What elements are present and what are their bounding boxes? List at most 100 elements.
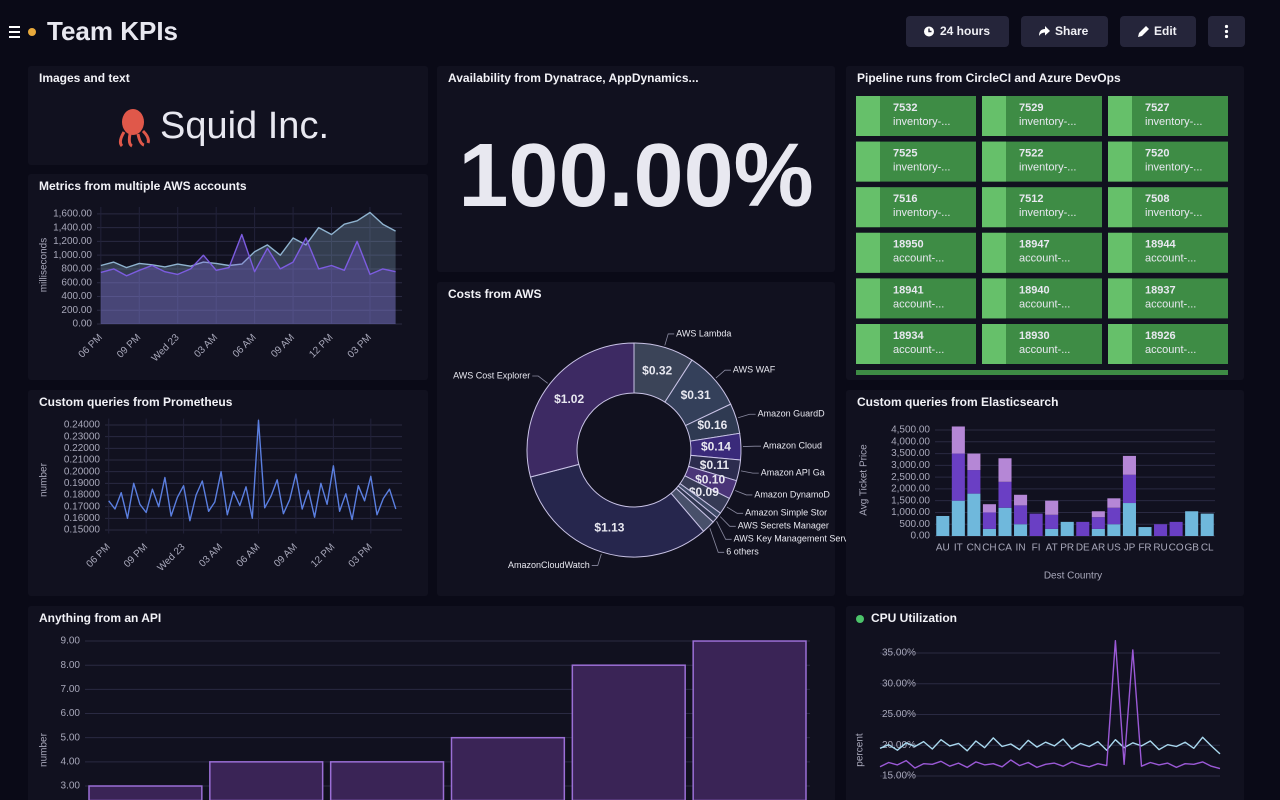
slice-value-label: $0.16 [697, 418, 727, 432]
pipeline-run[interactable]: 7532 inventory-... [856, 96, 976, 136]
bar-segment [1169, 521, 1183, 536]
bar-segment [1200, 513, 1214, 536]
pipeline-run[interactable]: 7529 inventory-... [982, 96, 1102, 136]
panel-title: Anything from an API [39, 611, 161, 625]
run-id: 18926 [1145, 330, 1176, 342]
run-name: account-... [1145, 344, 1196, 356]
bar [450, 736, 566, 800]
y-tick-label: 0.18000 [64, 490, 101, 501]
header-button[interactable]: 24 hours [906, 16, 1009, 47]
slice-label: AmazonCloudWatch [508, 560, 590, 570]
pipeline-run[interactable]: 7527 inventory-... [1108, 96, 1228, 136]
run-status [856, 324, 880, 364]
y-tick-label: 6.00 [61, 708, 81, 719]
run-status [982, 278, 1006, 319]
bar-segment [951, 426, 965, 454]
slice-value-label: $1.02 [554, 392, 584, 406]
bar-segment [998, 507, 1012, 536]
slice-value-label: $1.13 [594, 520, 624, 534]
y-tick-label: 4,000.00 [891, 436, 930, 447]
run-id: 18947 [1019, 239, 1050, 251]
y-tick-label: 1,200.00 [53, 236, 92, 247]
bar-segment [1154, 524, 1168, 536]
run-status [1108, 96, 1132, 136]
y-tick-label: 0.21000 [64, 455, 101, 466]
y-tick-label: 0.24000 [64, 420, 101, 431]
panel [28, 390, 428, 596]
header-button[interactable]: Edit [1120, 16, 1196, 47]
clock-hand [928, 28, 932, 33]
bar-segment [1029, 513, 1043, 536]
pipeline-run[interactable]: 18944 account-... [1108, 232, 1228, 273]
y-tick-label: 800.00 [61, 264, 92, 275]
pipeline-run[interactable]: 18950 account-... [856, 232, 976, 273]
pipeline-run[interactable]: 18934 account-... [856, 324, 976, 364]
button-bg [906, 16, 1009, 47]
bar-segment [1045, 514, 1059, 529]
y-tick-label: 25.00% [882, 709, 916, 720]
run-id: 18950 [893, 239, 924, 251]
y-tick-label: 2,500.00 [891, 472, 930, 483]
x-tick-label: DE [1076, 543, 1090, 554]
run-name: inventory-... [1019, 207, 1076, 219]
run-id: 7520 [1145, 148, 1169, 160]
y-tick-label: 1,400.00 [53, 222, 92, 233]
leader-line [726, 506, 744, 514]
pipeline-run[interactable]: 18940 account-... [982, 278, 1102, 319]
panel [437, 282, 835, 596]
leader-line [738, 413, 756, 419]
run-id: 7529 [1019, 102, 1043, 114]
pipeline-run[interactable]: 7516 inventory-... [856, 187, 976, 228]
run-name: inventory-... [1145, 116, 1202, 128]
slice-label: Amazon API Ga [761, 468, 825, 478]
pipeline-run[interactable]: 7522 inventory-... [982, 141, 1102, 182]
more-button[interactable] [1208, 16, 1245, 47]
run-status [982, 96, 1006, 136]
bar-segment [1122, 455, 1136, 475]
bar-segment [982, 504, 996, 513]
edit-icon [1138, 26, 1149, 37]
y-axis-label: number [39, 462, 50, 497]
button-label: 24 hours [940, 24, 990, 38]
pipeline-run[interactable]: 7525 inventory-... [856, 141, 976, 182]
run-name: account-... [1145, 298, 1196, 310]
pipeline-run[interactable]: 7512 inventory-... [982, 187, 1102, 228]
header-button[interactable]: Share [1021, 16, 1108, 47]
x-tick-label: RU [1153, 543, 1167, 554]
y-tick-label: 3.00 [61, 781, 81, 792]
y-tick-label: 0.00 [73, 319, 93, 330]
run-name: inventory-... [893, 162, 950, 174]
pipeline-run[interactable]: 18930 account-... [982, 324, 1102, 364]
pipeline-run[interactable]: 18947 account-... [982, 232, 1102, 273]
bar-segment [1185, 511, 1199, 536]
y-tick-label: 0.19000 [64, 478, 101, 489]
pipeline-run[interactable]: 18926 account-... [1108, 324, 1228, 364]
x-tick-label: GB [1184, 543, 1199, 554]
run-name: account-... [893, 344, 944, 356]
pipeline-run[interactable]: 18937 account-... [1108, 278, 1228, 319]
leader-line [709, 528, 725, 553]
menu-button[interactable] [9, 26, 20, 38]
slice-label: AWS Cost Explorer [453, 370, 530, 380]
run-id: 18930 [1019, 330, 1050, 342]
pipeline-run[interactable]: 18941 account-... [856, 278, 976, 319]
pipeline-run[interactable]: 7520 inventory-... [1108, 141, 1228, 182]
x-tick-label: CA [998, 543, 1012, 554]
x-tick-label: FI [1032, 543, 1041, 554]
panel-title: Costs from AWS [448, 287, 542, 301]
leader-line [532, 375, 548, 384]
company-name: Squid Inc. [160, 105, 329, 147]
bar-segment [1014, 524, 1028, 536]
bar [329, 761, 445, 800]
leader-line [735, 490, 753, 496]
slice-label: Amazon Cloud [763, 441, 822, 451]
y-tick-label: 9.00 [61, 636, 81, 647]
y-tick-label: 2,000.00 [891, 484, 930, 495]
bar [692, 640, 807, 800]
run-status [1108, 278, 1132, 319]
y-tick-label: 0.20000 [64, 466, 101, 477]
pipeline-run[interactable]: 7508 inventory-... [1108, 187, 1228, 228]
bar [88, 785, 203, 800]
run-id: 7525 [893, 148, 917, 160]
